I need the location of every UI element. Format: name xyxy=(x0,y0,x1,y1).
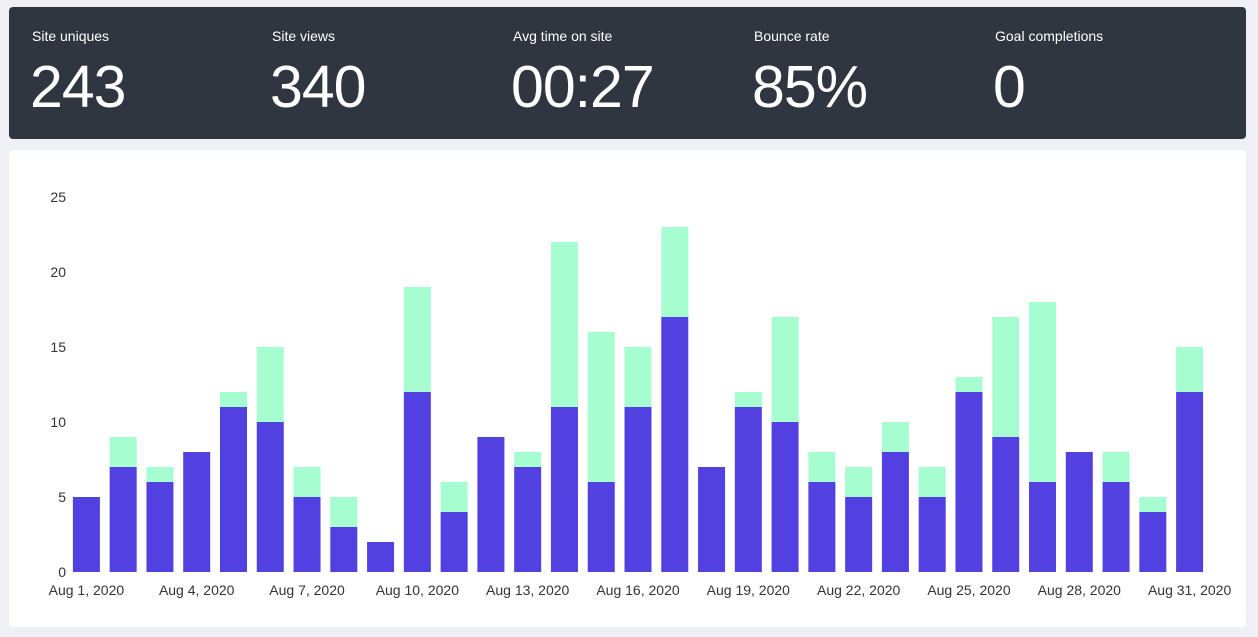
bar-uniques[interactable] xyxy=(550,407,578,572)
bar-extra[interactable] xyxy=(514,452,542,467)
stat-site-uniques: Site uniques 243 xyxy=(30,7,272,139)
x-tick-label: Aug 1, 2020 xyxy=(49,582,125,598)
stat-value: 0 xyxy=(993,54,1026,120)
bar-extra[interactable] xyxy=(293,467,321,497)
stat-label: Site uniques xyxy=(32,28,110,44)
bar-uniques[interactable] xyxy=(146,482,174,572)
bar-uniques[interactable] xyxy=(587,482,615,572)
bar-uniques[interactable] xyxy=(808,482,836,572)
stat-label: Bounce rate xyxy=(754,28,830,44)
visits-bar-chart: 0 5 10 15 20 25 Aug 1, 2020 Aug 4, 2020 Aug 7, … xyxy=(49,189,1232,598)
stat-value: 85% xyxy=(752,54,868,120)
bar-uniques[interactable] xyxy=(845,497,873,572)
bar-uniques[interactable] xyxy=(1176,392,1204,572)
bar-extra[interactable] xyxy=(1176,347,1204,392)
y-tick-label: 10 xyxy=(50,414,66,430)
bar-uniques[interactable] xyxy=(698,467,726,572)
bar-extra[interactable] xyxy=(845,467,873,497)
bar-extra[interactable] xyxy=(587,332,615,482)
bar-extra[interactable] xyxy=(1139,497,1167,512)
stat-value: 340 xyxy=(270,54,366,120)
bar-extra[interactable] xyxy=(881,422,909,452)
stat-label: Avg time on site xyxy=(513,28,613,44)
bar-uniques[interactable] xyxy=(330,527,358,572)
stat-bounce-rate: Bounce rate 85% xyxy=(752,7,994,139)
x-tick-label: Aug 22, 2020 xyxy=(817,582,901,598)
chart-card: 0 5 10 15 20 25 Aug 1, 2020 Aug 4, 2020 Aug 7, … xyxy=(9,150,1246,627)
stat-value: 00:27 xyxy=(511,54,655,120)
stat-label: Site views xyxy=(272,28,336,44)
bar-uniques[interactable] xyxy=(367,542,395,572)
bar-uniques[interactable] xyxy=(734,407,762,572)
x-tick-label: Aug 10, 2020 xyxy=(376,582,460,598)
bar-uniques[interactable] xyxy=(1102,482,1130,572)
bar-extra[interactable] xyxy=(771,317,799,422)
y-tick-label: 15 xyxy=(50,339,66,355)
bar-uniques[interactable] xyxy=(477,437,505,572)
bar-uniques[interactable] xyxy=(219,407,247,572)
bar-extra[interactable] xyxy=(146,467,174,482)
bar-extra[interactable] xyxy=(403,287,431,392)
stat-value: 243 xyxy=(30,54,126,120)
bar-uniques[interactable] xyxy=(624,407,652,572)
bar-extra[interactable] xyxy=(808,452,836,482)
x-axis: Aug 1, 2020 Aug 4, 2020 Aug 7, 2020 Aug 10,… xyxy=(49,582,1232,598)
bar-extra[interactable] xyxy=(661,227,689,317)
bar-uniques[interactable] xyxy=(771,422,799,572)
bar-uniques[interactable] xyxy=(183,452,211,572)
x-tick-label: Aug 16, 2020 xyxy=(596,582,680,598)
stat-label: Goal completions xyxy=(995,28,1104,44)
bar-uniques[interactable] xyxy=(918,497,946,572)
bar-uniques[interactable] xyxy=(661,317,689,572)
bar-uniques[interactable] xyxy=(992,437,1020,572)
bar-extra[interactable] xyxy=(109,437,137,467)
bar-extra[interactable] xyxy=(1102,452,1130,482)
bar-extra[interactable] xyxy=(734,392,762,407)
y-tick-label: 5 xyxy=(58,489,66,505)
x-tick-label: Aug 7, 2020 xyxy=(269,582,345,598)
bar-extra[interactable] xyxy=(918,467,946,497)
bar-uniques[interactable] xyxy=(881,452,909,572)
bar-uniques[interactable] xyxy=(109,467,137,572)
stats-bar: Site uniques 243 Site views 340 Avg time… xyxy=(9,7,1246,139)
stat-avg-time-on-site: Avg time on site 00:27 xyxy=(511,7,753,139)
y-tick-label: 25 xyxy=(50,189,66,205)
bar-uniques[interactable] xyxy=(1139,512,1167,572)
bar-uniques[interactable] xyxy=(72,497,100,572)
bar-extra[interactable] xyxy=(330,497,358,527)
bar-extra[interactable] xyxy=(256,347,284,422)
bars xyxy=(72,227,1204,572)
y-axis: 0 5 10 15 20 25 xyxy=(50,189,66,580)
bar-extra[interactable] xyxy=(219,392,247,407)
bar-uniques[interactable] xyxy=(955,392,983,572)
bar-extra[interactable] xyxy=(992,317,1020,437)
x-tick-label: Aug 31, 2020 xyxy=(1148,582,1232,598)
bar-uniques[interactable] xyxy=(1029,482,1057,572)
y-tick-label: 20 xyxy=(50,264,66,280)
bar-uniques[interactable] xyxy=(440,512,468,572)
x-tick-label: Aug 19, 2020 xyxy=(707,582,791,598)
x-tick-label: Aug 4, 2020 xyxy=(159,582,235,598)
bar-extra[interactable] xyxy=(955,377,983,392)
bar-uniques[interactable] xyxy=(256,422,284,572)
stat-goal-completions: Goal completions 0 xyxy=(993,7,1235,139)
x-tick-label: Aug 25, 2020 xyxy=(927,582,1011,598)
stat-site-views: Site views 340 xyxy=(270,7,512,139)
bar-uniques[interactable] xyxy=(514,467,542,572)
bar-extra[interactable] xyxy=(1029,302,1057,482)
bar-uniques[interactable] xyxy=(293,497,321,572)
bar-uniques[interactable] xyxy=(403,392,431,572)
bar-extra[interactable] xyxy=(624,347,652,407)
bar-uniques[interactable] xyxy=(1065,452,1093,572)
x-tick-label: Aug 28, 2020 xyxy=(1038,582,1122,598)
x-tick-label: Aug 13, 2020 xyxy=(486,582,570,598)
y-tick-label: 0 xyxy=(58,564,66,580)
bar-extra[interactable] xyxy=(550,242,578,407)
bar-extra[interactable] xyxy=(440,482,468,512)
